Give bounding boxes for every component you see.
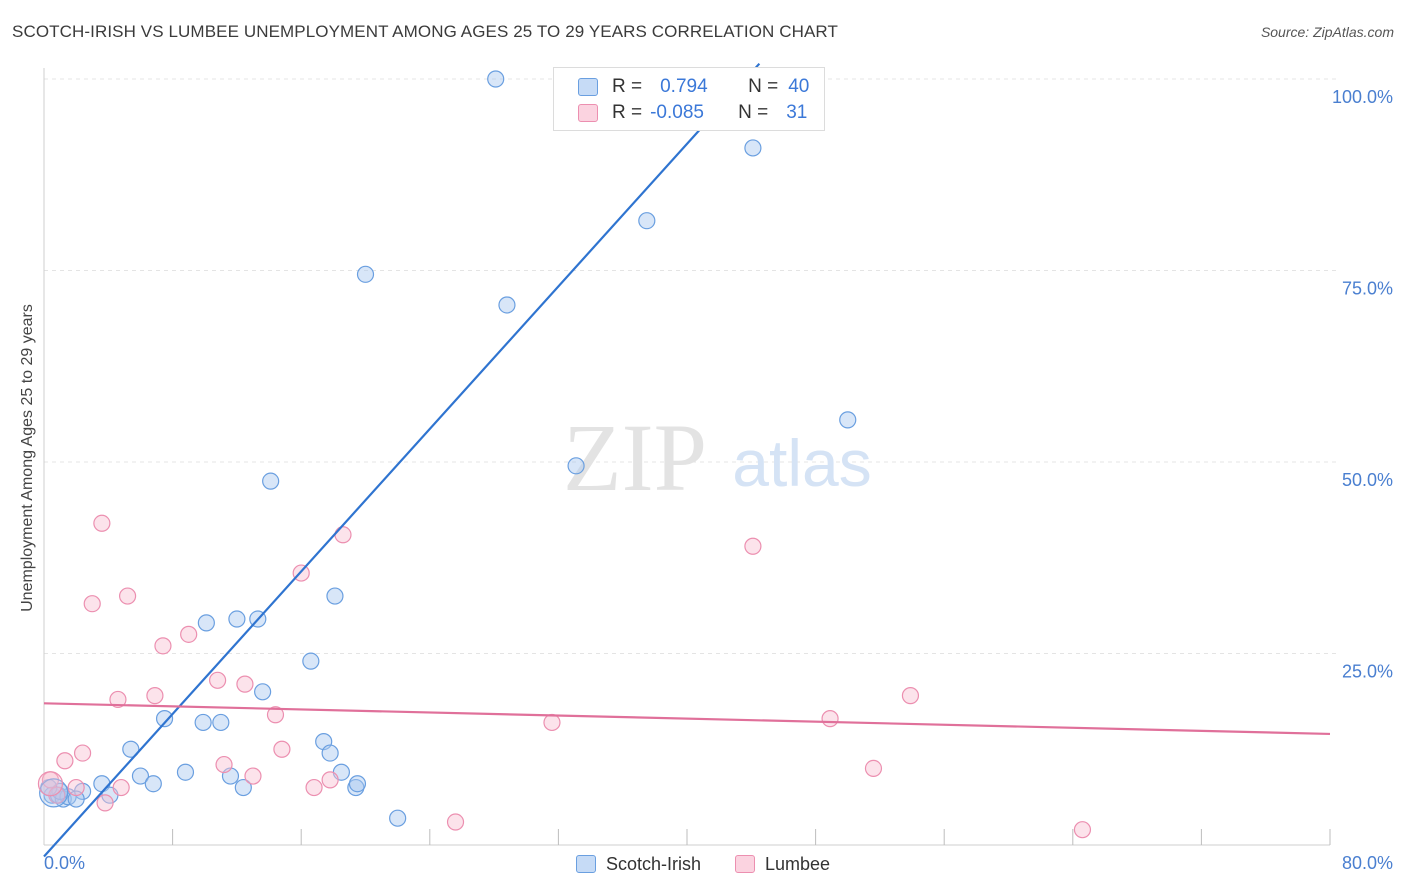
- legend-r-label: R =: [612, 76, 643, 97]
- point-lumbee: [821, 710, 839, 728]
- legend-swatch-lumbee: [578, 104, 598, 122]
- watermark-atlas: atlas: [732, 426, 871, 500]
- point-lumbee: [67, 778, 85, 797]
- point-lumbee: [901, 687, 920, 705]
- point-lumbee: [321, 771, 339, 789]
- point-lumbee: [146, 687, 164, 705]
- legend-r-value: 0.794: [660, 76, 708, 97]
- point-scotch-irish: [348, 775, 367, 793]
- y-tick-label: 50.0%: [1342, 470, 1393, 490]
- axes: [43, 68, 1331, 846]
- point-lumbee: [334, 526, 352, 544]
- point-lumbee: [118, 587, 137, 605]
- point-lumbee: [73, 744, 92, 762]
- trend-line-lumbee: [43, 702, 1331, 736]
- point-lumbee: [864, 759, 883, 778]
- legend-swatch-scotch-irish: [575, 855, 596, 873]
- point-lumbee: [180, 625, 198, 643]
- source-label: Source: ZipAtlas.com: [1260, 24, 1394, 40]
- point-scotch-irish: [144, 775, 162, 793]
- legend-n-value: 40: [788, 76, 810, 97]
- series-legend: Scotch-Irish Lumbee: [0, 851, 1406, 877]
- point-lumbee: [236, 675, 254, 693]
- x-tick-label: 80.0%: [1342, 853, 1393, 873]
- x-tick-label: 0.0%: [44, 853, 85, 873]
- legend-n-value: 31: [786, 102, 808, 123]
- trend-line-scotch-irish: [43, 62, 761, 858]
- point-scotch-irish: [176, 763, 195, 781]
- point-scotch-irish: [155, 710, 174, 728]
- point-lumbee: [112, 778, 130, 797]
- tick-labels: 25.0% 50.0% 75.0% 100.0% 0.0% 80.0%: [44, 87, 1393, 873]
- legend-label-lumbee: Lumbee: [764, 853, 831, 874]
- point-scotch-irish: [131, 767, 150, 785]
- legend-r-value: -0.085: [650, 102, 704, 123]
- trend-lines: [43, 62, 1331, 858]
- point-scotch-irish: [356, 265, 375, 283]
- point-scotch-irish: [744, 139, 762, 157]
- point-lumbee: [543, 713, 561, 732]
- point-cluster-scotch-irish: [39, 778, 69, 808]
- point-scotch-irish: [839, 411, 857, 429]
- point-scotch-irish: [234, 778, 252, 797]
- point-lumbee: [266, 706, 285, 724]
- point-scotch-irish: [262, 472, 280, 490]
- legend-r-label: R =: [612, 102, 643, 123]
- point-scotch-irish: [321, 744, 339, 762]
- point-scotch-irish: [302, 652, 320, 670]
- legend-row-scotch-irish: R = 0.794 N = 40: [578, 75, 809, 99]
- point-scotch-irish: [212, 713, 230, 732]
- stats-legend: R = 0.794 N = 40 R = -0.085 N = 31: [553, 67, 825, 131]
- point-lumbee: [744, 537, 762, 555]
- watermark-zip: ZIP: [563, 404, 707, 511]
- legend-item-lumbee: Lumbee: [734, 851, 831, 877]
- point-lumbee: [93, 514, 111, 532]
- point-lumbee: [56, 752, 74, 770]
- point-scotch-irish: [498, 296, 516, 314]
- chart-title: SCOTCH-IRISH VS LUMBEE UNEMPLOYMENT AMON…: [12, 22, 838, 41]
- point-lumbee: [83, 595, 101, 613]
- point-lumbee: [244, 767, 262, 785]
- point-scotch-irish: [389, 809, 407, 827]
- point-scotch-irish: [122, 740, 140, 758]
- point-scotch-irish: [487, 70, 505, 88]
- legend-item-scotch-irish: Scotch-Irish: [575, 851, 701, 877]
- point-lumbee: [154, 637, 172, 655]
- legend-n-label: N =: [738, 102, 769, 123]
- point-scotch-irish: [197, 614, 215, 632]
- point-cluster-lumbee: [37, 771, 64, 797]
- y-tick-label: 75.0%: [1342, 279, 1393, 299]
- point-scotch-irish: [254, 683, 272, 701]
- gridlines: [44, 78, 1336, 654]
- point-lumbee: [1073, 821, 1092, 839]
- point-lumbee: [96, 794, 114, 812]
- point-lumbee: [446, 813, 465, 831]
- point-scotch-irish: [638, 212, 656, 230]
- y-tick-label: 25.0%: [1342, 662, 1393, 682]
- watermark: ZIP atlas: [563, 404, 872, 511]
- y-tick-label: 100.0%: [1332, 87, 1393, 107]
- point-scotch-irish: [567, 457, 585, 475]
- point-lumbee: [109, 690, 127, 709]
- point-scotch-irish: [326, 587, 344, 605]
- point-lumbee: [215, 755, 233, 774]
- point-lumbee: [305, 778, 323, 797]
- legend-swatch-scotch-irish: [578, 78, 598, 96]
- legend-row-lumbee: R = -0.085 N = 31: [578, 101, 807, 125]
- point-lumbee: [209, 671, 227, 689]
- point-lumbee: [273, 740, 291, 758]
- legend-label-scotch-irish: Scotch-Irish: [605, 853, 701, 874]
- legend-swatch-lumbee: [734, 855, 755, 873]
- legend-n-label: N =: [748, 76, 779, 97]
- point-scotch-irish: [228, 610, 246, 628]
- point-scotch-irish: [194, 713, 212, 732]
